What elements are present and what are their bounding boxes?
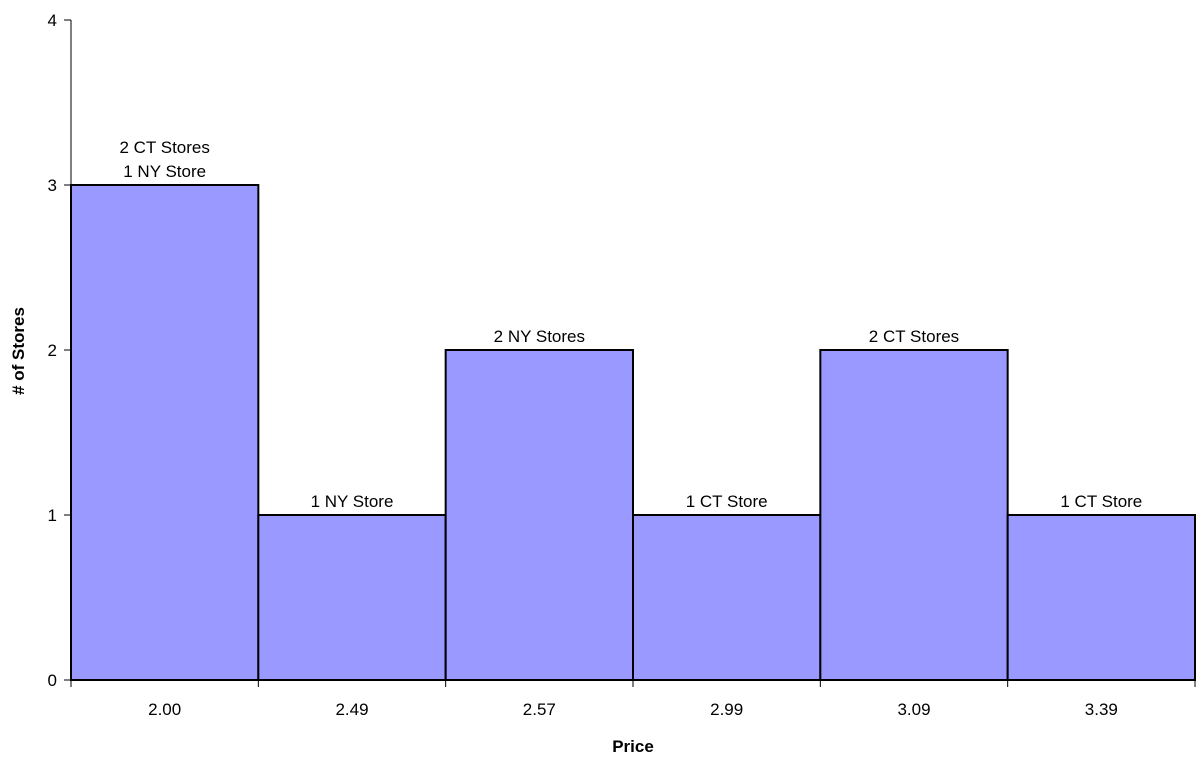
bar-label-1-0: 1 NY Store [311, 492, 394, 511]
bar-5 [1006, 514, 1196, 681]
bar-0 [70, 184, 260, 681]
x-tick-label-3: 2.99 [710, 700, 743, 719]
x-axis-title: Price [612, 737, 654, 756]
axes-group [64, 19, 1196, 687]
y-tick-label-2: 2 [48, 341, 57, 360]
bar-label-0-1: 1 NY Store [123, 162, 206, 181]
y-tick-label-1: 1 [48, 506, 57, 525]
x-tick-label-2: 2.57 [523, 700, 556, 719]
x-tick-label-5: 3.39 [1085, 700, 1118, 719]
y-tick-label-3: 3 [48, 176, 57, 195]
bar-3 [632, 514, 822, 681]
y-axis-title: # of Stores [9, 307, 28, 395]
bar-2 [444, 349, 634, 681]
x-tick-label-1: 2.49 [335, 700, 368, 719]
ticks-group: 2.00 2.49 2.57 2.99 3.09 3.39 0 1 2 3 4 [48, 11, 1118, 719]
bar-labels-group: 2 CT Stores 1 NY Store 1 NY Store 2 NY Stor… [119, 138, 1142, 511]
x-tick-label-0: 2.00 [148, 700, 181, 719]
x-tick-label-4: 3.09 [897, 700, 930, 719]
bar-label-3-0: 1 CT Store [686, 492, 768, 511]
y-tick-label-4: 4 [48, 11, 57, 30]
bar-label-2-0: 2 NY Stores [494, 327, 585, 346]
bar-4 [819, 349, 1009, 681]
y-tick-label-0: 0 [48, 671, 57, 690]
bar-label-4-0: 2 CT Stores [869, 327, 959, 346]
bars-group [70, 184, 1196, 681]
bar-1 [257, 514, 447, 681]
bar-label-0-0: 2 CT Stores [119, 138, 209, 157]
bar-label-5-0: 1 CT Store [1060, 492, 1142, 511]
